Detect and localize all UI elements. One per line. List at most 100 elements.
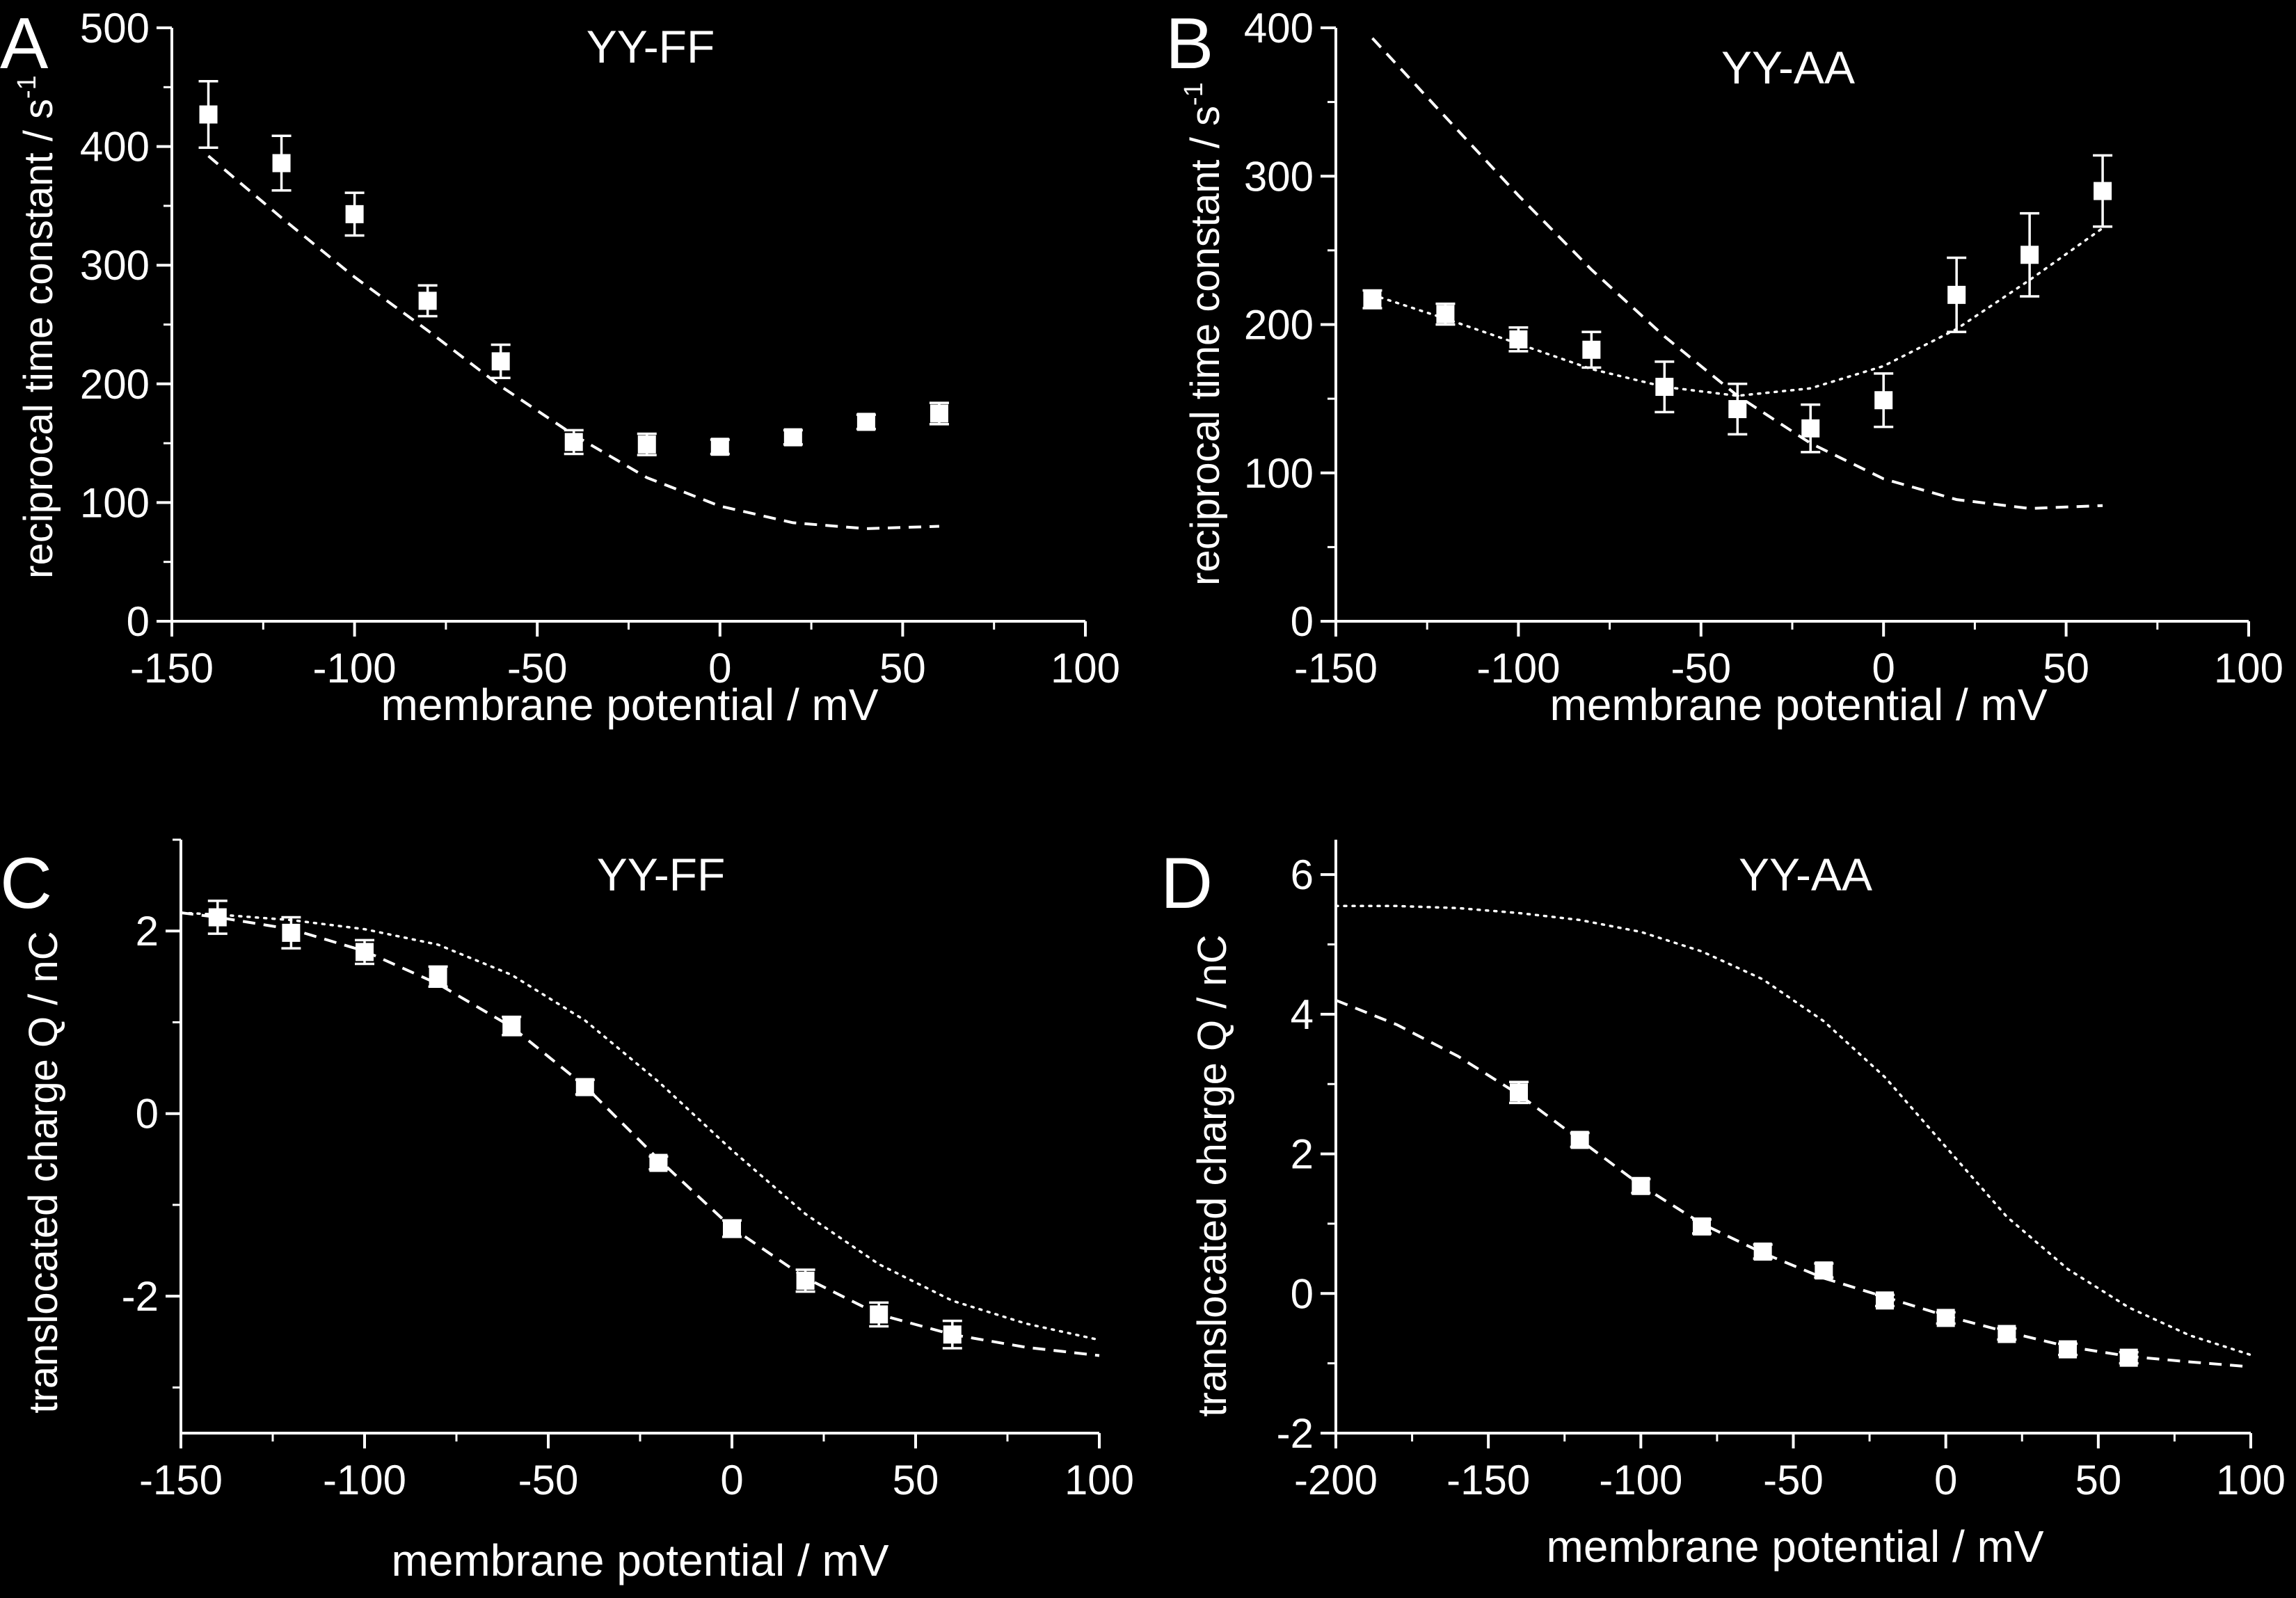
panel-a-data-point <box>491 343 511 380</box>
panel-c-data-point <box>281 916 301 950</box>
panel-a-y-axis-label-text: reciprocal time constant / s <box>16 99 61 579</box>
panel-b-data-point <box>1362 289 1382 310</box>
panel-d-tick-labels: -200 -150 -100 -50 0 50 100 -2 0 2 4 6 <box>1277 852 2286 1503</box>
panel-b-square-marker <box>1947 285 1966 304</box>
panel-b-tick-labels: -150 -100 -50 0 50 100 0 100 200 300 400 <box>1244 5 2283 692</box>
panel-d-data-point <box>1631 1176 1651 1195</box>
panel-a-square-marker <box>783 428 802 447</box>
panel-c-square-marker <box>502 1016 521 1035</box>
panel-a-x-tick-label: -150 <box>130 645 214 692</box>
panel-c-square-marker <box>649 1153 668 1172</box>
panel-b-data-markers <box>1362 154 2113 454</box>
panel-a-square-marker <box>710 438 729 456</box>
panel-c-data-markers <box>207 900 962 1350</box>
panel-b-y-tick-label: 400 <box>1244 5 1314 51</box>
panel-c-dashed-fit-line <box>180 911 1100 1357</box>
panel-d-square-marker <box>1876 1291 1894 1310</box>
panel-b-y-tick-label: 100 <box>1244 450 1314 497</box>
panel-c-x-tick-label: -50 <box>518 1457 579 1503</box>
panel-c: C YY-FF -150 -100 -50 0 50 100 -2 0 2 membrane p… <box>0 838 1134 1585</box>
panel-d-dashed-fit-line <box>1335 998 2251 1368</box>
panel-a: A YY-FF -150 -100 -50 0 50 100 0 100 200 300 400 50… <box>0 3 1120 730</box>
panel-b-data-point <box>1508 326 1529 353</box>
panel-b-x-tick-label: 50 <box>2043 645 2089 692</box>
panel-c-y-tick-label: 2 <box>136 908 159 954</box>
panel-b-square-marker <box>1582 340 1601 359</box>
panel-c-dotted-fit-line <box>180 911 1101 1341</box>
panel-a-square-marker <box>199 105 218 124</box>
panel-a-x-tick-label: -50 <box>507 645 568 692</box>
panel-d-data-point <box>1936 1309 1956 1327</box>
panel-d-fit-curves <box>1334 904 2252 1368</box>
panel-d-letter: D <box>1161 843 1213 924</box>
panel-b-square-marker <box>2094 182 2112 200</box>
panel-b: B YY-AA -150 -100 -50 0 50 100 0 100 200 300 400 m… <box>1165 3 2283 730</box>
panel-b-y-axis-label-text: reciprocal time constant / s <box>1183 106 1228 586</box>
panel-a-data-point <box>417 284 438 318</box>
panel-a-x-tick-label: 100 <box>1051 645 1120 692</box>
panel-a-y-tick-label: 200 <box>80 361 150 408</box>
panel-a-data-point <box>929 401 949 426</box>
panel-d-x-tick-label: 0 <box>1934 1457 1957 1503</box>
panel-c-x-tick-label: 100 <box>1065 1457 1134 1503</box>
panel-a-data-point <box>710 438 730 456</box>
panel-b-data-point <box>1947 256 1967 333</box>
panel-b-data-point <box>1581 330 1602 369</box>
panel-b-square-marker <box>1874 391 1893 410</box>
panel-a-y-axis-label-exponent: -1 <box>13 75 42 99</box>
panel-b-x-axis-label: membrane potential / mV <box>1550 680 2048 730</box>
panel-d-y-tick-label: 0 <box>1291 1270 1314 1317</box>
panel-b-y-axis-label: reciprocal time constant / s-1 <box>1179 82 1228 586</box>
panel-b-data-point <box>1874 372 1894 429</box>
panel-d-x-axis-label: membrane potential / mV <box>1547 1521 2044 1572</box>
panel-d-y-tick-label: 2 <box>1291 1131 1314 1178</box>
panel-b-dotted-fit-line <box>1371 227 2104 397</box>
panel-d-square-marker <box>1815 1261 1833 1280</box>
panel-a-tick-labels: -150 -100 -50 0 50 100 0 100 200 300 400 500 <box>80 5 1120 692</box>
panel-a-data-point <box>564 429 584 456</box>
panel-c-x-tick-label: -100 <box>323 1457 406 1503</box>
panel-b-x-tick-label: -50 <box>1671 645 1731 692</box>
panel-b-square-marker <box>1655 378 1674 397</box>
panel-b-data-point <box>1728 383 1748 436</box>
panel-a-title: YY-FF <box>587 21 715 72</box>
panel-d-y-tick-label: 4 <box>1291 991 1314 1038</box>
panel-d-x-tick-label: -200 <box>1294 1457 1378 1503</box>
panel-a-square-marker <box>418 291 437 310</box>
panel-a-data-markers <box>198 80 949 456</box>
panel-d-data-point <box>1509 1080 1529 1105</box>
panel-c-y-axis-label: translocated charge Q / nC <box>21 931 66 1413</box>
panel-d-y-tick-label: -2 <box>1277 1410 1314 1457</box>
panel-a-letter: A <box>0 3 49 84</box>
panel-c-square-marker <box>796 1271 815 1290</box>
panel-b-axes <box>1321 26 2250 637</box>
panel-c-data-point <box>869 1301 889 1328</box>
panel-a-y-tick-label: 300 <box>80 242 150 289</box>
panel-d-data-point <box>2058 1340 2078 1359</box>
panel-b-data-point <box>1801 403 1821 454</box>
panel-c-square-marker <box>429 967 447 986</box>
panel-b-square-marker <box>1728 400 1747 419</box>
panel-c-square-marker <box>356 943 374 961</box>
panel-a-data-point <box>783 428 803 447</box>
panel-d-y-axis-label: translocated charge Q / nC <box>1190 934 1235 1416</box>
panel-b-letter: B <box>1165 3 1213 84</box>
panel-d-y-tick-label: 6 <box>1291 852 1314 898</box>
panel-c-tick-labels: -150 -100 -50 0 50 100 -2 0 2 <box>122 908 1134 1503</box>
panel-a-x-tick-label: 0 <box>708 645 731 692</box>
panel-d-x-tick-label: 50 <box>2075 1457 2121 1503</box>
panel-b-y-tick-label: 300 <box>1244 153 1314 200</box>
panel-b-y-tick-label: 0 <box>1291 598 1314 645</box>
panel-d-square-marker <box>2059 1340 2077 1359</box>
panel-d-data-point <box>1570 1130 1590 1149</box>
panel-c-data-point <box>428 965 448 989</box>
panel-b-x-tick-label: 100 <box>2214 645 2283 692</box>
panel-a-x-axis-label: membrane potential / mV <box>381 680 879 730</box>
panel-d-square-marker <box>1998 1325 2016 1343</box>
panel-b-y-axis-label-exponent: -1 <box>1179 82 1209 106</box>
panel-d-square-marker <box>1936 1309 1955 1327</box>
panel-b-square-marker <box>1509 330 1528 349</box>
panel-c-square-marker <box>208 908 227 927</box>
